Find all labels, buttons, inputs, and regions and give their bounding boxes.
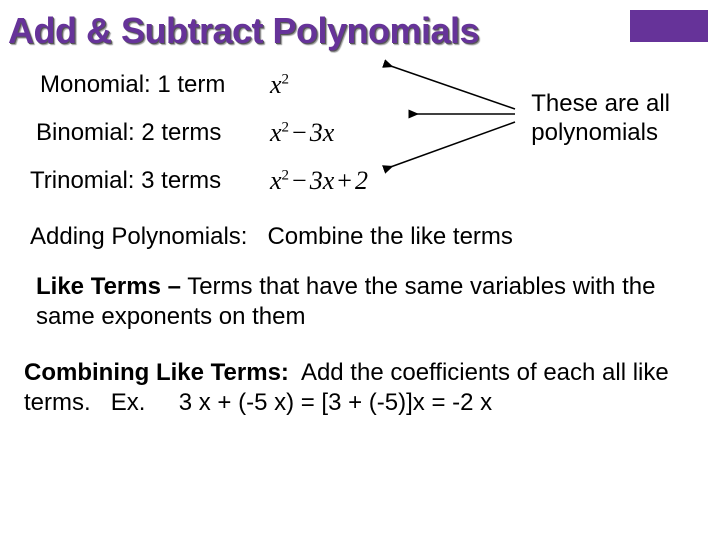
expr-monomial: x2 [260,70,289,100]
callout-text: These are all polynomials [531,90,670,148]
combining-label: Combining Like Terms: [24,359,289,386]
combining-ex-expr: 3 x + (-5 x) = [3 + (-5)]x = -2 x [179,389,492,416]
expr-binomial: x2−3x [260,118,334,148]
def-monomial: Monomial: 1 term [0,71,260,99]
adding-section: Adding Polynomials: Combine the like ter… [0,214,720,252]
def-binomial: Binomial: 2 terms [0,119,260,147]
combining-section: Combining Like Terms: Add the coefficien… [0,332,720,418]
expr-trinomial: x2−3x+2 [260,166,368,196]
callout-line1: These are all [531,90,670,117]
page-title: Add & Subtract Polynomials [0,0,720,52]
liketerms-section: Like Terms – Terms that have the same va… [0,252,720,332]
content-area: Monomial: 1 term x2 Binomial: 2 terms x2… [0,52,720,418]
adding-text: Combine the like terms [267,223,512,250]
combining-ex-label: Ex. [111,389,146,416]
callout-line2: polynomials [531,119,658,146]
adding-label: Adding Polynomials: [30,223,247,250]
liketerms-label: Like Terms – [36,273,181,300]
row-trinomial: Trinomial: 3 terms x2−3x+2 [0,166,720,196]
corner-box [630,10,708,42]
def-trinomial: Trinomial: 3 terms [0,167,260,195]
